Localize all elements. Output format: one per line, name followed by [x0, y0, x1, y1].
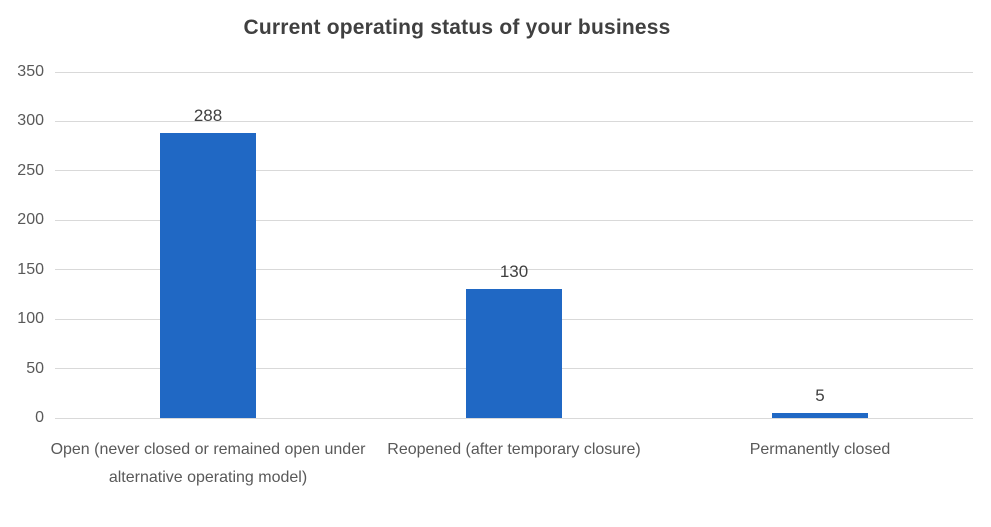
data-label-1: 130: [499, 262, 529, 281]
y-axis-tick-label: 150: [17, 260, 44, 278]
bar-2: [772, 413, 868, 418]
x-axis-category-label-0: Open (never closed or remained open unde…: [50, 441, 366, 486]
gridline-y-350: [55, 71, 973, 73]
y-axis-tick-label: 250: [17, 161, 44, 179]
y-axis-tick-label: 200: [17, 211, 44, 229]
gridline-y-150: [55, 269, 973, 271]
gridline-y-250: [55, 170, 973, 172]
gridline-y-0: [55, 417, 973, 419]
y-axis-tick-label: 300: [17, 112, 44, 130]
x-axis-category-label-2: Permanently closed: [749, 441, 891, 458]
data-label-2: 5: [815, 386, 825, 405]
y-axis-tick-label: 100: [17, 310, 44, 328]
bar-1: [466, 289, 562, 418]
chart-title: Current operating status of your busines…: [243, 16, 671, 39]
data-label-0: 288: [193, 106, 223, 125]
y-axis-tick-label: 0: [35, 409, 44, 426]
gridline-y-300: [55, 120, 973, 122]
gridline-y-200: [55, 219, 973, 221]
x-axis-category-label-1: Reopened (after temporary closure): [387, 441, 641, 458]
bar-0: [160, 133, 256, 418]
y-axis-tick-label: 50: [26, 359, 44, 377]
y-axis-tick-label: 350: [17, 63, 44, 80]
